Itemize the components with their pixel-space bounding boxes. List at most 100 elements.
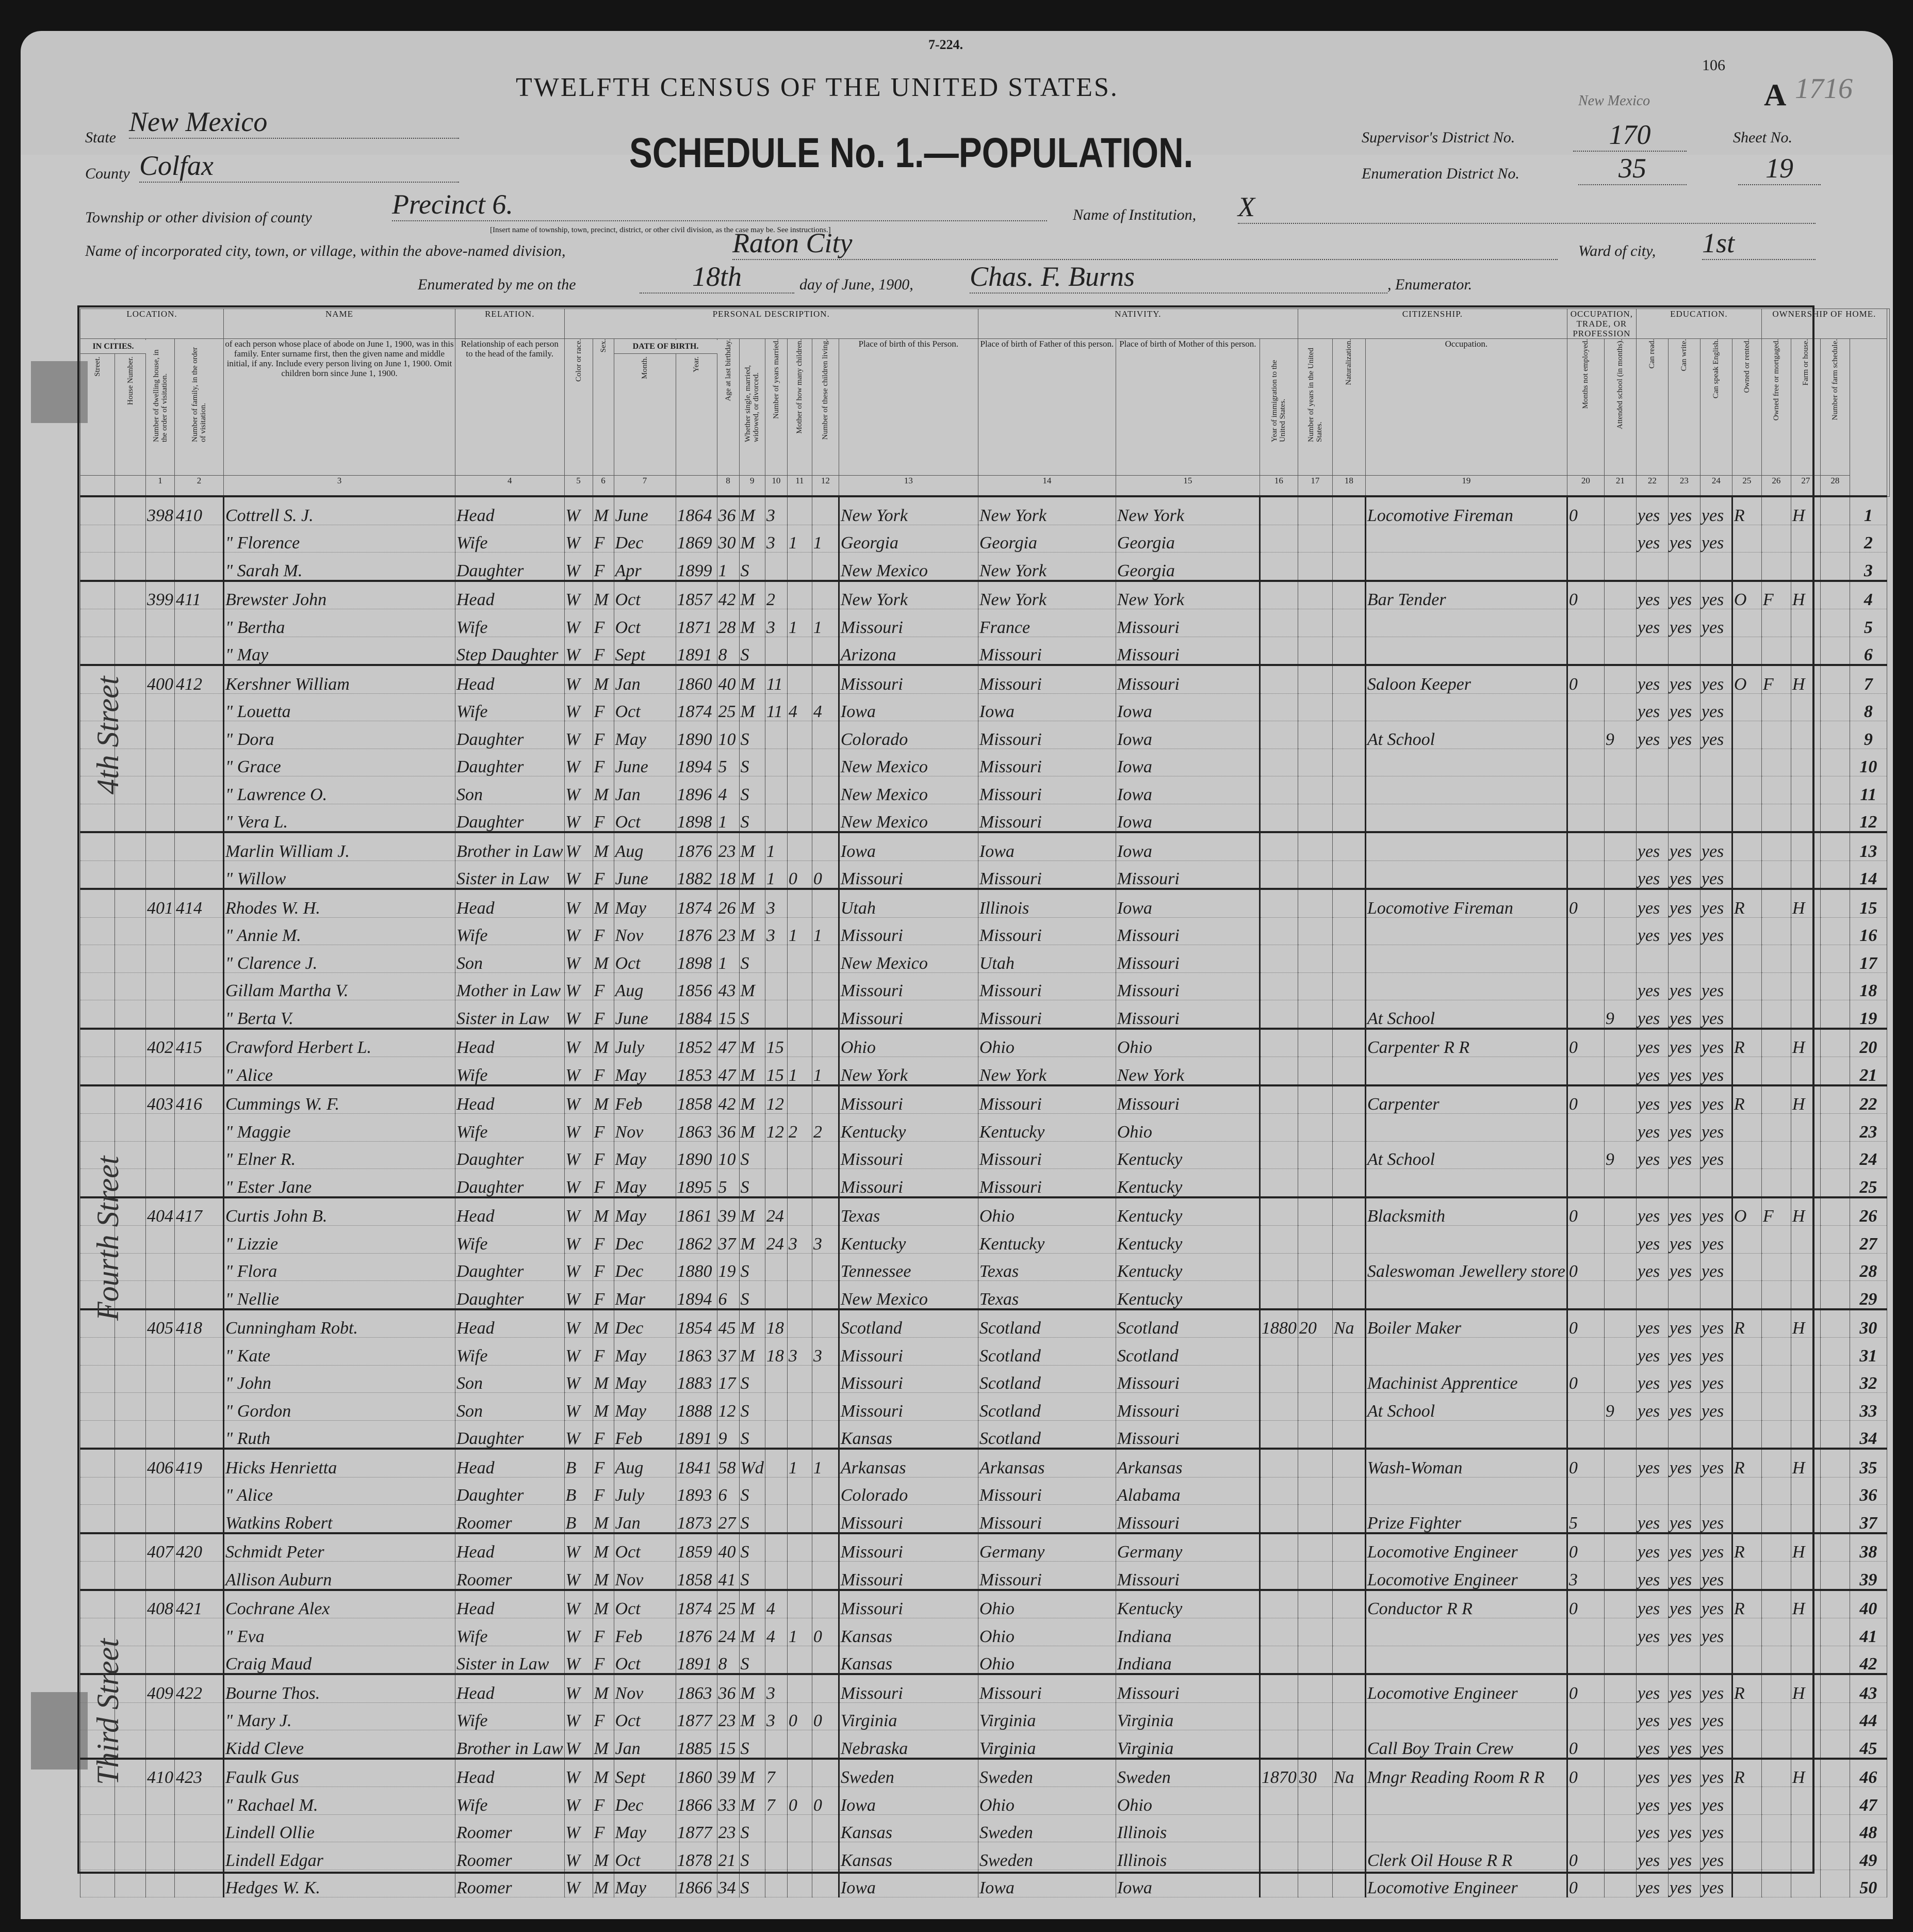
column-header-farm-schedule: Number of farm schedule. (1820, 338, 1850, 476)
column-number (80, 475, 115, 497)
age-cell: 33 (716, 1787, 740, 1815)
farm-schedule-cell (1820, 972, 1850, 1000)
header-row-number-blank (1886, 309, 1890, 497)
name-cell: " Gordon (223, 1392, 455, 1421)
column-header-birthplace-father: Place of birth of Father of this person. (977, 338, 1116, 476)
birthplace-father-cell: New York (977, 579, 1116, 609)
birthplace-mother-cell: Georgia (1115, 552, 1260, 581)
birthplace-cell: Nebraska (838, 1730, 978, 1759)
owned-rented-cell (1731, 552, 1762, 581)
marital-status-cell: M (739, 972, 765, 1000)
farm-house-cell (1790, 831, 1821, 861)
enumerated-middle: day of June, 1900, (799, 276, 913, 293)
column-label: Naturalization. (1345, 339, 1353, 385)
can-speak-english-cell: yes (1699, 1141, 1732, 1169)
can-speak-english-cell (1699, 748, 1732, 776)
color-cell: W (564, 1561, 593, 1590)
years-married-cell (764, 1365, 788, 1393)
color-cell: W (564, 1084, 593, 1114)
age-cell: 42 (716, 579, 740, 609)
birthplace-father-cell: Scotland (977, 1337, 1116, 1366)
children-living-cell (811, 552, 839, 581)
marital-status-cell: M (739, 579, 765, 609)
birth-year-cell: 1858 (675, 1561, 717, 1590)
birthplace-father-cell: Missouri (977, 636, 1116, 665)
years-in-us-cell (1297, 1532, 1333, 1562)
can-speak-english-cell (1699, 636, 1732, 665)
birth-year-cell: 1853 (675, 1057, 717, 1085)
relation-cell: Daughter (455, 803, 565, 833)
birthplace-father-cell: Scotland (977, 1392, 1116, 1421)
free-mortgaged-cell (1761, 1618, 1791, 1646)
table-row: " Alice Daughter B F July 1893 6 S Colorado Misso… (80, 1476, 1890, 1505)
months-unemployed-cell (1566, 693, 1605, 721)
years-in-us-cell (1297, 1842, 1333, 1870)
age-cell: 1 (716, 803, 740, 833)
birth-month-cell: July (613, 1027, 676, 1057)
dwelling-number-cell (145, 1561, 175, 1590)
column-label: House Number. (126, 356, 135, 405)
row-number: 24 (1849, 1141, 1887, 1169)
color-cell: B (564, 1476, 593, 1505)
farm-house-cell: H (1790, 1532, 1821, 1562)
occupation-cell: Machinist Apprentice (1364, 1365, 1567, 1393)
street-cell (80, 1084, 115, 1114)
birthplace-cell: Missouri (838, 1673, 978, 1703)
family-number-cell (174, 1504, 224, 1533)
birthplace-cell: Virginia (838, 1702, 978, 1730)
months-unemployed-cell (1566, 1280, 1605, 1309)
birth-year-cell: 1864 (675, 495, 717, 525)
years-in-us-cell (1297, 776, 1333, 804)
header-personal: PERSONAL DESCRIPTION. (564, 309, 978, 339)
can-read-cell: yes (1636, 917, 1669, 945)
farm-house-cell (1790, 1702, 1821, 1730)
birth-year-cell: 1863 (675, 1673, 717, 1703)
attended-school-cell (1604, 888, 1637, 918)
column-header-occupation: Occupation. (1365, 338, 1567, 476)
children-living-cell (811, 1842, 839, 1870)
years-married-cell (764, 1253, 788, 1281)
years-in-us-cell (1297, 1588, 1333, 1618)
age-cell: 5 (716, 748, 740, 776)
family-number-cell: 412 (174, 664, 224, 694)
attended-school-cell (1604, 1280, 1637, 1309)
marital-status-cell: S (739, 721, 765, 749)
column-number: 11 (787, 475, 812, 497)
occupation-cell (1364, 1337, 1567, 1366)
free-mortgaged-cell (1761, 1448, 1791, 1478)
birthplace-cell: Ohio (838, 1027, 978, 1057)
years-married-cell (764, 1476, 788, 1505)
can-speak-english-cell (1699, 1476, 1732, 1505)
months-unemployed-cell (1566, 917, 1605, 945)
color-cell: W (564, 1141, 593, 1169)
immigration-year-cell (1258, 1365, 1298, 1393)
name-cell: " Kate (223, 1337, 455, 1366)
row-number: 8 (1849, 693, 1887, 721)
birthplace-cell: Georgia (838, 524, 978, 553)
years-married-cell: 11 (764, 693, 788, 721)
free-mortgaged-cell: F (1761, 664, 1791, 694)
column-header-family-number: Number of family, in the order of visita… (174, 338, 224, 476)
color-cell: W (564, 888, 593, 918)
table-row: 406 419 Hicks Henrietta Head B F Aug 1841 58 Wd 1 1… (80, 1448, 1890, 1478)
owned-rented-cell (1731, 1392, 1762, 1421)
owned-rented-cell (1731, 1000, 1762, 1029)
birthplace-father-cell: New York (977, 1057, 1116, 1085)
birthplace-mother-cell: Missouri (1115, 636, 1260, 665)
attended-school-cell (1604, 1448, 1637, 1478)
mother-of-children-cell: 1 (787, 917, 812, 945)
age-cell: 43 (716, 972, 740, 1000)
name-cell: " Louetta (223, 693, 455, 721)
family-number-cell (174, 803, 224, 833)
children-living-cell (811, 495, 839, 525)
can-read-cell (1636, 1420, 1669, 1449)
immigration-year-cell (1258, 1702, 1298, 1730)
can-speak-english-cell: yes (1699, 1702, 1732, 1730)
birthplace-mother-cell: Kentucky (1115, 1168, 1260, 1197)
months-unemployed-cell (1566, 1168, 1605, 1197)
table-row: " Flora Daughter W F Dec 1880 19 S Tennessee Texa… (80, 1253, 1890, 1281)
free-mortgaged-cell (1761, 1787, 1791, 1815)
mother-of-children-cell (787, 1420, 812, 1449)
birth-year-cell: 1878 (675, 1842, 717, 1870)
birthplace-cell: New York (838, 495, 978, 525)
